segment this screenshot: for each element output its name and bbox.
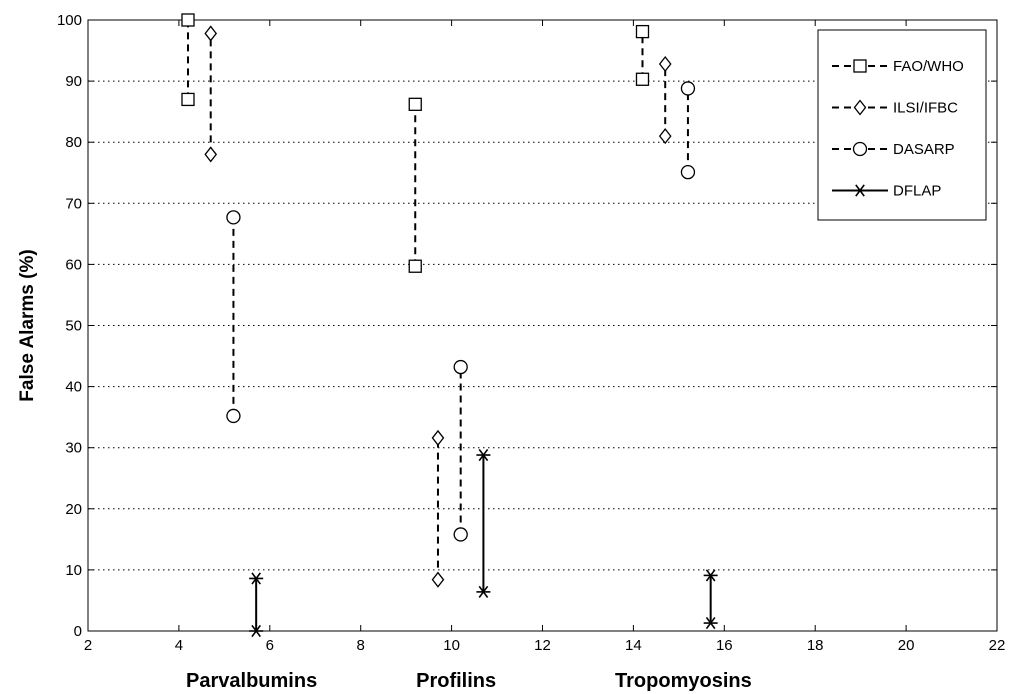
x-tick-label: 16 — [716, 637, 733, 654]
data-point — [226, 210, 241, 225]
data-point — [680, 81, 696, 96]
data-point — [680, 164, 696, 180]
x-tick-label: 8 — [357, 637, 365, 654]
y-tick-label: 0 — [74, 623, 82, 640]
asterisk-stroke — [251, 572, 262, 585]
y-tick-label: 90 — [65, 73, 82, 90]
group-label: Profilins — [416, 670, 496, 692]
legend-label: FAO/WHO — [893, 58, 964, 75]
series-dflap — [249, 448, 718, 638]
legend-box — [817, 29, 987, 221]
data-point — [181, 92, 195, 107]
data-point — [249, 624, 264, 638]
asterisk-stroke — [251, 624, 262, 638]
legend-marker — [853, 99, 867, 116]
asterisk-stroke — [855, 184, 865, 197]
data-point — [226, 408, 241, 424]
data-point — [658, 128, 672, 145]
x-tick-label: 12 — [534, 637, 551, 654]
y-tick-label: 100 — [57, 12, 82, 29]
x-tick-label: 18 — [807, 637, 824, 654]
data-point — [181, 13, 195, 27]
x-tick-label: 6 — [266, 637, 274, 654]
data-point — [635, 24, 650, 39]
legend: FAO/WHO ILSI/IFBC DASARP DFLAP — [817, 29, 987, 221]
y-tick-label: 60 — [65, 256, 82, 273]
y-axis-label: False Alarms (%) — [17, 249, 38, 401]
series-dasarp — [226, 81, 696, 542]
x-tick-label: 10 — [443, 637, 460, 654]
series-fao-who — [181, 13, 650, 273]
x-tick-label: 22 — [989, 637, 1006, 654]
legend-marker — [853, 184, 867, 197]
asterisk-stroke — [478, 585, 489, 598]
x-tick-label: 2 — [84, 637, 92, 654]
axis-ticks: 0 10 20 30 40 50 60 70 80 90 100 2 4 6 8 10 12 14 16 18 20 22 — [57, 12, 1005, 654]
data-point — [249, 572, 264, 585]
x-tick-label: 14 — [625, 637, 642, 654]
data-point — [453, 527, 468, 542]
group-label: Parvalbumins — [186, 670, 317, 692]
asterisk-stroke — [705, 616, 716, 630]
data-point — [431, 571, 445, 588]
data-point — [408, 97, 422, 111]
x-tick-label: 4 — [175, 637, 183, 654]
y-tick-label: 30 — [65, 440, 82, 457]
data-point — [658, 55, 672, 73]
group-label: Tropomyosins — [615, 670, 752, 692]
series-ilsi-ifbc — [204, 25, 672, 588]
data-point — [204, 146, 218, 163]
y-tick-label: 40 — [65, 379, 82, 396]
group-labels: Parvalbumins Profilins Tropomyosins — [186, 670, 752, 692]
data-point — [476, 585, 491, 598]
legend-marker — [852, 141, 868, 157]
data-point — [453, 359, 468, 375]
y-tick-label: 70 — [65, 195, 82, 212]
legend-label: DASARP — [893, 141, 955, 158]
legend-label: DFLAP — [893, 183, 941, 200]
data-point — [703, 616, 718, 630]
data-point — [476, 448, 491, 462]
y-tick-label: 10 — [65, 562, 82, 579]
asterisk-stroke — [705, 569, 716, 582]
grid-lines — [88, 80, 997, 571]
legend-label: ILSI/IFBC — [893, 100, 958, 117]
y-tick-label: 50 — [65, 318, 82, 335]
data-point — [408, 259, 422, 273]
y-tick-label: 20 — [65, 501, 82, 518]
data-series — [181, 13, 718, 638]
data-point — [635, 72, 650, 86]
y-tick-label: 80 — [65, 134, 82, 151]
data-point — [431, 429, 445, 446]
legend-marker — [853, 59, 867, 73]
asterisk-stroke — [478, 448, 489, 462]
data-point — [703, 569, 718, 582]
data-point — [204, 25, 218, 42]
x-tick-label: 20 — [898, 637, 915, 654]
